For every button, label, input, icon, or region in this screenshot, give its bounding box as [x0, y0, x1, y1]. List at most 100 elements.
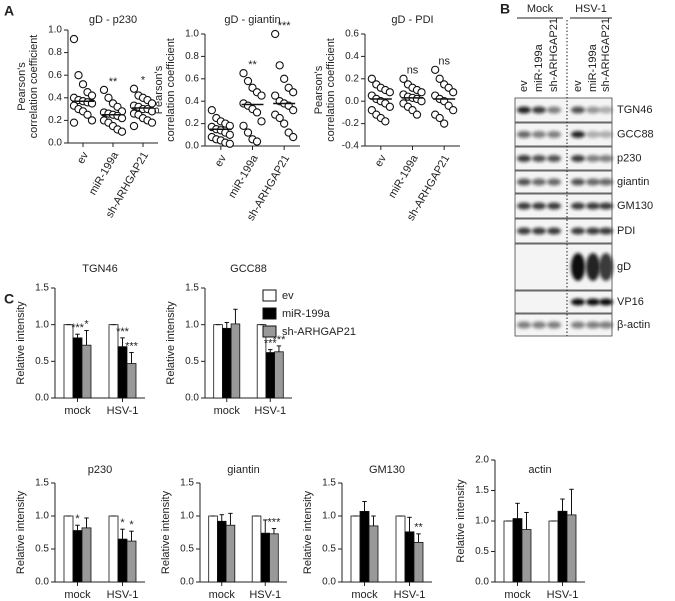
error-bar — [416, 533, 421, 543]
data-point — [78, 80, 88, 89]
band — [571, 106, 585, 114]
band — [571, 178, 585, 186]
legend-label: sh-ARHGAP21 — [282, 326, 356, 338]
data-point — [83, 110, 92, 119]
bar — [108, 515, 119, 583]
x-tick-label: ev — [213, 153, 229, 169]
y-tick-label: 1.0 — [475, 516, 489, 527]
legend-swatch — [262, 289, 277, 302]
band — [532, 106, 546, 114]
lane-label: sh-ARHGAP21 — [548, 18, 560, 92]
chart-title: gD - p230 — [89, 14, 137, 26]
y-tick-label: 0.6 — [185, 73, 199, 84]
data-point — [440, 119, 449, 128]
band — [517, 227, 531, 235]
y-tick-label: 0.5 — [180, 544, 194, 555]
data-point — [117, 113, 127, 123]
y-axis-label: Pearson's — [313, 65, 325, 114]
bar — [213, 324, 223, 399]
band — [547, 202, 561, 210]
band-label: GM130 — [617, 200, 653, 212]
band — [586, 178, 600, 186]
band — [547, 321, 561, 329]
y-tick-label: 0.6 — [48, 70, 62, 81]
band — [517, 321, 531, 329]
error-bar — [120, 337, 125, 347]
chart-title: TGN46 — [82, 263, 117, 275]
y-tick-label: 1.0 — [48, 25, 62, 36]
x-tick-label: miR-199a — [87, 149, 122, 197]
data-point — [367, 74, 376, 83]
data-point — [243, 76, 253, 86]
legend-label: ev — [282, 290, 294, 302]
band — [517, 131, 531, 138]
bar — [557, 510, 568, 583]
significance: *** — [278, 20, 292, 32]
x-tick-label: mock — [64, 589, 91, 601]
bar — [404, 531, 415, 583]
bar — [566, 514, 577, 583]
y-axis-label: correlation coefficient — [28, 35, 40, 139]
data-point — [449, 106, 458, 115]
band — [571, 227, 585, 235]
x-tick-label: HSV-1 — [107, 405, 139, 417]
band-label: PDI — [617, 225, 635, 237]
band — [532, 131, 546, 138]
band — [586, 155, 600, 162]
data-point — [74, 71, 83, 80]
y-axis-label: Pearson's — [153, 65, 165, 114]
data-point — [435, 74, 444, 83]
data-point — [69, 34, 79, 44]
band — [586, 131, 600, 138]
error-bar — [271, 528, 277, 534]
y-tick-label: 2.0 — [475, 455, 489, 466]
error-bar — [228, 512, 233, 526]
significance: ns — [407, 65, 419, 77]
band — [599, 178, 613, 186]
error-bar — [362, 500, 367, 512]
data-point — [385, 102, 394, 111]
band — [547, 178, 561, 186]
band — [517, 155, 531, 162]
significance: * — [141, 75, 146, 87]
chart-title: GCC88 — [230, 263, 267, 275]
data-point — [225, 139, 234, 148]
x-tick-label: HSV-1 — [249, 589, 281, 601]
chart-title: giantin — [227, 464, 259, 476]
bar — [63, 515, 74, 583]
panel-label: A — [4, 3, 14, 19]
error-bar — [84, 330, 89, 346]
band — [599, 298, 613, 306]
band-label: TGN46 — [617, 104, 652, 116]
bar — [216, 520, 227, 583]
band — [599, 155, 613, 162]
data-point — [129, 121, 139, 131]
data-point — [280, 74, 289, 83]
band — [599, 106, 613, 114]
bar — [117, 346, 128, 399]
x-tick-label: mock — [64, 405, 91, 417]
data-point — [117, 127, 127, 136]
y-tick-label: 0.2 — [345, 73, 359, 84]
bar — [225, 524, 236, 583]
x-tick-label: HSV-1 — [107, 589, 139, 601]
y-tick-label: 0.0 — [185, 393, 199, 404]
band-label: GCC88 — [617, 128, 654, 140]
data-point — [435, 113, 444, 123]
x-tick-label: ev — [373, 153, 389, 169]
error-bar — [569, 488, 574, 515]
bar — [503, 520, 514, 583]
data-point — [257, 117, 266, 126]
data-point — [252, 108, 262, 117]
data-point — [399, 74, 408, 83]
y-tick-label: 0.0 — [35, 393, 49, 404]
band — [547, 106, 561, 114]
band — [599, 321, 613, 329]
lane-label: miR-199a — [533, 43, 545, 92]
legend-swatch — [262, 307, 277, 320]
error-bar — [268, 349, 273, 353]
band-label: gD — [617, 261, 631, 273]
band — [599, 131, 613, 138]
error-bar — [84, 517, 89, 528]
band — [532, 155, 546, 162]
